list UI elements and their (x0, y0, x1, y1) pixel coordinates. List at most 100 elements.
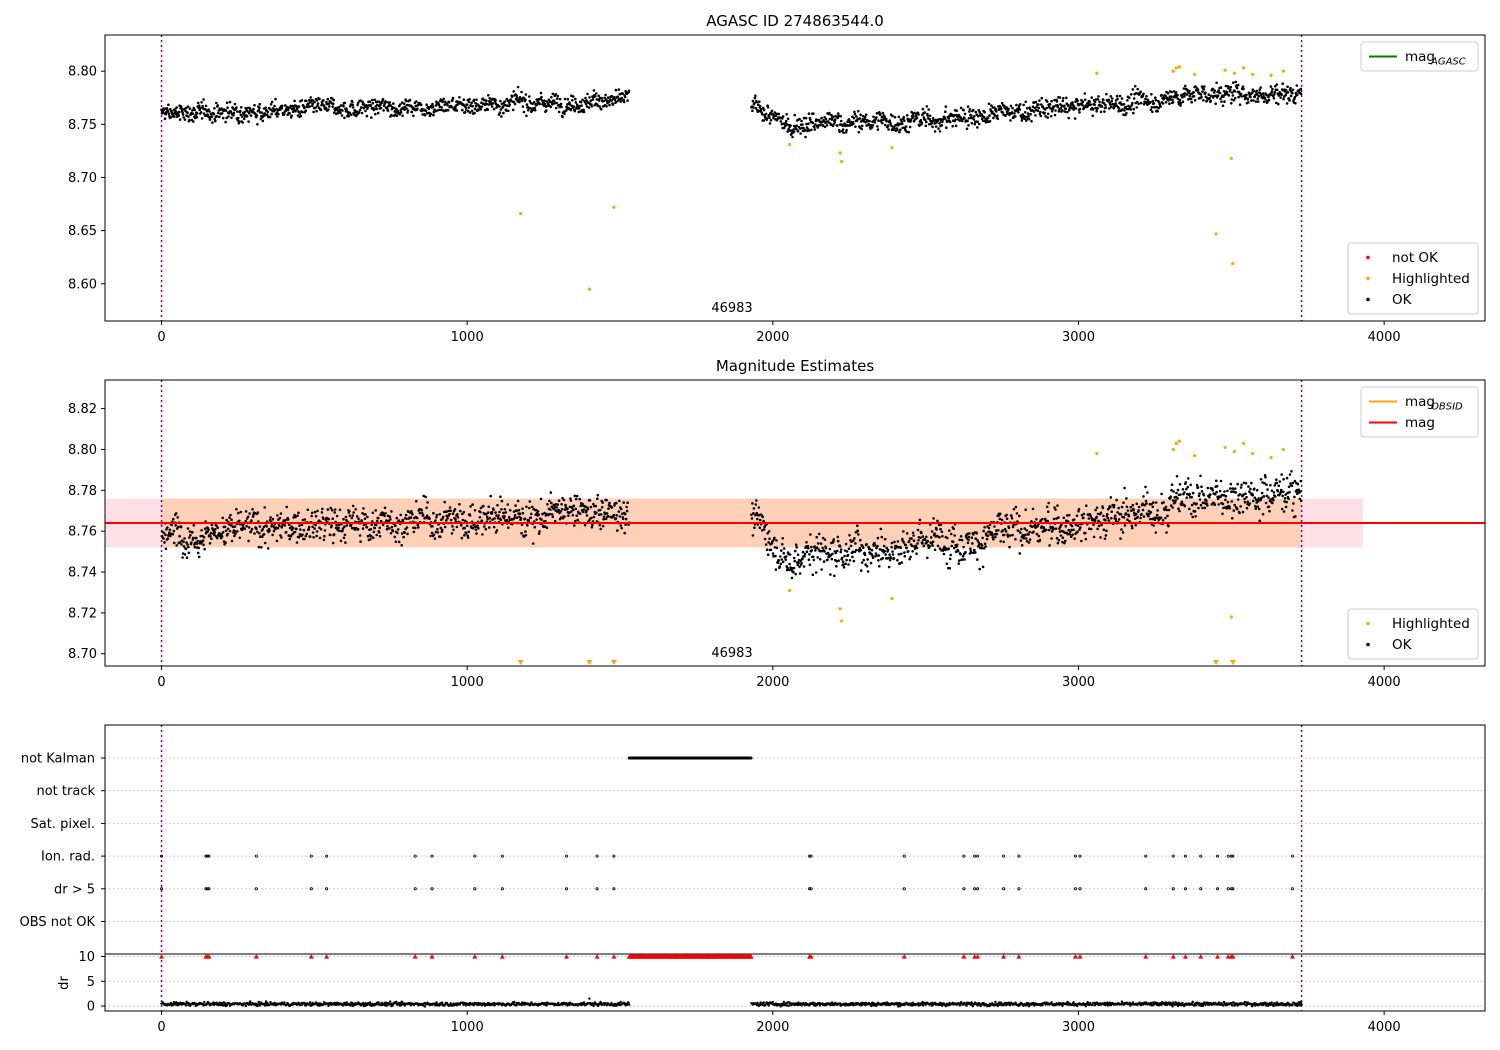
dr-gt-5-point (254, 887, 258, 891)
ok-point (209, 534, 212, 538)
ok-point (785, 113, 788, 116)
ok-point (1253, 487, 1256, 491)
ok-point (359, 99, 362, 102)
ok-point (543, 525, 547, 528)
highlighted-point (612, 205, 616, 209)
ok-point (859, 569, 863, 572)
ok-point (1279, 490, 1282, 494)
ok-point (1220, 100, 1223, 103)
ok-point (772, 554, 775, 558)
ok-point (1232, 99, 1236, 102)
ok-point (919, 118, 923, 122)
ok-point (850, 540, 853, 543)
ok-point (246, 110, 249, 113)
ok-point (326, 508, 330, 511)
ok-point (792, 570, 795, 574)
ok-point (1052, 105, 1056, 108)
ok-point (405, 103, 409, 107)
ok-point (1117, 107, 1121, 110)
ok-point (1112, 106, 1115, 110)
ok-point (857, 130, 861, 134)
ok-point (385, 100, 388, 104)
ok-point (204, 104, 208, 108)
ok-point (1189, 97, 1193, 101)
ok-point (337, 105, 341, 109)
dr-gt-5-point (565, 887, 569, 891)
ok-point (1278, 480, 1281, 483)
ok-point (558, 97, 562, 101)
ok-point (1175, 475, 1179, 478)
ok-point (174, 110, 177, 113)
ok-point (1240, 483, 1243, 487)
ok-point (1249, 487, 1252, 491)
ok-point (805, 550, 809, 553)
ok-point (196, 539, 199, 543)
ok-point (966, 105, 970, 108)
x-tick-label: 2000 (756, 330, 789, 345)
ok-point (289, 104, 293, 108)
ok-point (1049, 115, 1053, 118)
ok-point (796, 563, 799, 567)
ok-point (285, 505, 289, 509)
ok-point (1096, 527, 1099, 531)
ok-point (1289, 86, 1292, 90)
ok-point (569, 108, 573, 112)
ok-point (842, 566, 846, 569)
ok-point (589, 99, 593, 102)
ok-point (904, 125, 908, 128)
ok-point (288, 537, 292, 541)
legend-label: mag (1405, 49, 1435, 65)
ok-point (1129, 105, 1132, 109)
ok-point (586, 507, 590, 511)
ok-point (477, 527, 480, 530)
ok-point (253, 103, 256, 107)
ok-point (390, 510, 393, 513)
ok-point (876, 125, 879, 128)
ok-point (590, 516, 593, 520)
ok-point (1145, 95, 1148, 98)
ok-point (343, 116, 346, 120)
ok-point (323, 529, 327, 532)
ok-point (870, 548, 874, 552)
ok-point (545, 109, 548, 112)
ok-point (186, 105, 190, 108)
highlighted-point (1177, 65, 1181, 69)
ok-point (265, 113, 269, 116)
ok-point (549, 491, 553, 494)
ok-point (796, 553, 800, 557)
ok-point (1089, 103, 1092, 106)
ok-point (371, 98, 374, 102)
ok-point (381, 523, 385, 527)
dr-gt-5-point (205, 887, 209, 891)
ok-point (350, 113, 353, 116)
ok-point (351, 103, 355, 107)
legend-label: Highlighted (1392, 271, 1470, 287)
ok-point (582, 110, 586, 114)
ok-point (372, 530, 376, 534)
ok-point (857, 533, 860, 536)
ok-point (345, 524, 349, 527)
ok-point (266, 547, 270, 550)
highlighted-point (1171, 69, 1175, 73)
ok-point (1061, 99, 1065, 103)
ok-point (181, 556, 184, 559)
ok-point (339, 539, 343, 543)
ok-point (1256, 505, 1259, 509)
ok-point (474, 528, 478, 532)
ok-point (200, 529, 203, 532)
ok-point (175, 544, 178, 547)
ok-point (772, 116, 775, 120)
ok-point (925, 120, 928, 124)
ok-point (303, 106, 306, 110)
ok-point (358, 108, 362, 112)
ok-point (379, 106, 383, 110)
ok-point (1099, 110, 1103, 114)
ok-point (876, 544, 879, 548)
ok-point (1104, 534, 1108, 537)
ok-point (182, 545, 186, 548)
ok-point (1189, 512, 1193, 516)
ok-point (868, 547, 872, 551)
dr-clipped-marker (412, 954, 418, 959)
ok-point (1093, 519, 1097, 523)
